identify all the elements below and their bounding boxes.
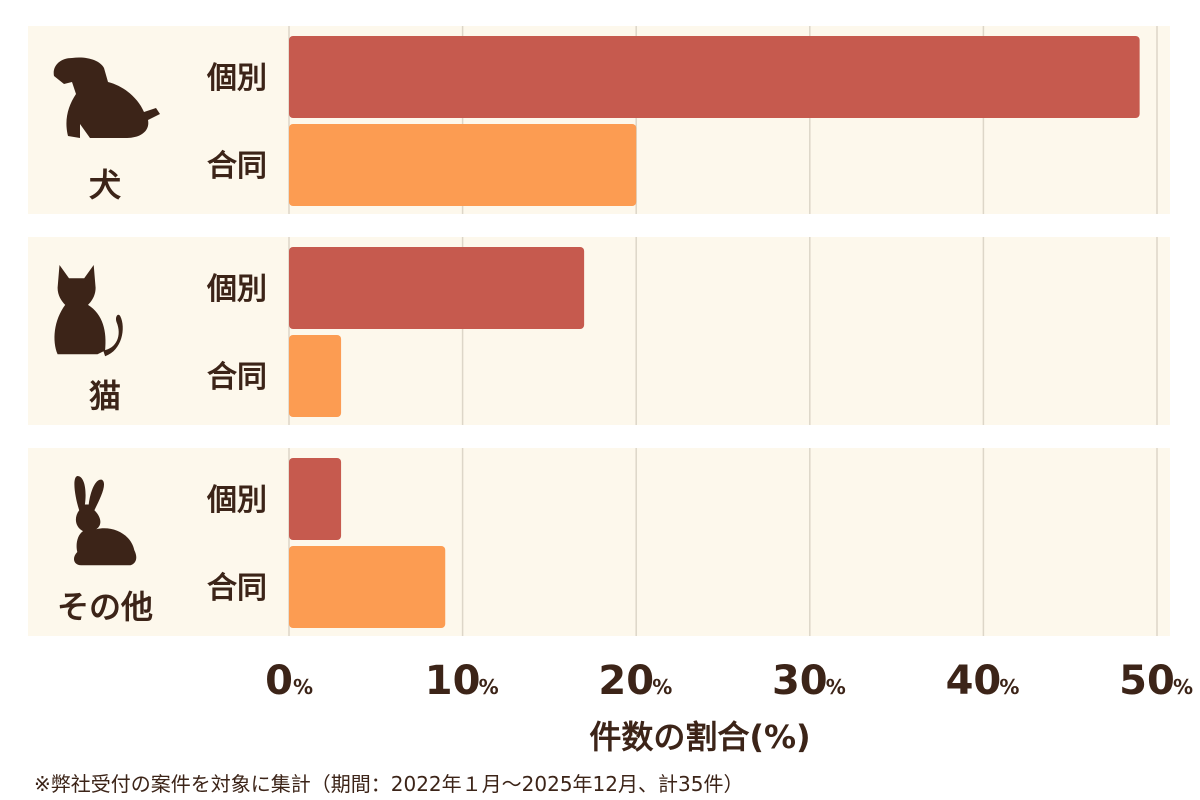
category-label: その他 xyxy=(57,588,153,626)
x-tick-unit: % xyxy=(826,675,846,699)
x-tick-unit: % xyxy=(652,675,672,699)
x-tick-label: 20 xyxy=(598,658,654,704)
series-label: 合同 xyxy=(207,360,267,395)
series-label: 合同 xyxy=(207,571,267,606)
series-label: 個別 xyxy=(206,483,267,518)
bar xyxy=(289,458,342,540)
bar xyxy=(289,36,1140,118)
x-axis-ticks: 0% 10% 20% 30% 40% 50% xyxy=(265,658,1193,704)
x-tick-label: 50 xyxy=(1119,658,1175,704)
x-tick-unit: % xyxy=(293,675,313,699)
series-label: 個別 xyxy=(206,272,267,307)
x-tick-label: 30 xyxy=(772,658,828,704)
category-label: 猫 xyxy=(89,377,121,415)
x-tick-unit: % xyxy=(999,675,1019,699)
bar xyxy=(289,247,585,329)
x-tick-unit: % xyxy=(479,675,499,699)
group-panel-3 xyxy=(28,448,1170,636)
bar xyxy=(289,335,342,417)
x-axis-label: 件数の割合(%) xyxy=(589,718,811,756)
bar xyxy=(289,546,446,628)
x-tick-label: 40 xyxy=(946,658,1002,704)
bar xyxy=(289,124,637,206)
x-tick-label: 10 xyxy=(425,658,481,704)
bars xyxy=(289,36,1140,628)
series-label: 合同 xyxy=(207,149,267,184)
category-label: 犬 xyxy=(89,166,121,204)
series-label: 個別 xyxy=(206,61,267,96)
x-tick-label: 0 xyxy=(265,658,293,704)
footnote: ※弊社受付の案件を対象に集計（期間：2022年１月～2025年12月、計35件） xyxy=(34,772,744,796)
group-panel-2 xyxy=(28,237,1170,425)
x-tick-unit: % xyxy=(1173,675,1193,699)
